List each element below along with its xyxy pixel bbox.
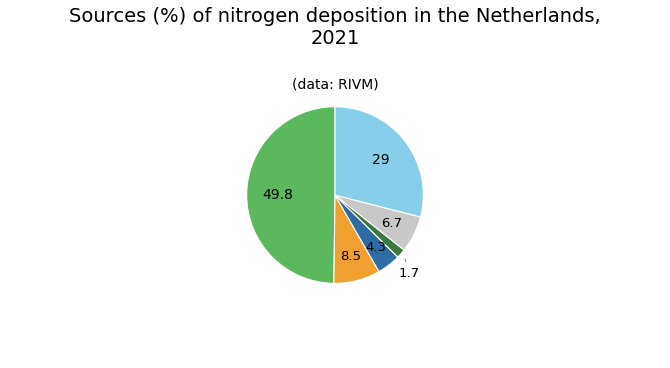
Text: 8.5: 8.5 <box>340 250 362 263</box>
Wedge shape <box>335 195 404 257</box>
Text: 6.7: 6.7 <box>381 217 403 230</box>
Text: 49.8: 49.8 <box>262 188 293 202</box>
Text: (data: RIVM): (data: RIVM) <box>291 77 379 91</box>
Text: Sources (%) of nitrogen deposition in the Netherlands,
2021: Sources (%) of nitrogen deposition in th… <box>69 7 601 48</box>
Wedge shape <box>335 195 398 272</box>
Wedge shape <box>247 107 335 283</box>
Text: 29: 29 <box>372 153 389 167</box>
Wedge shape <box>335 195 421 250</box>
Text: 1.7: 1.7 <box>399 259 419 280</box>
Wedge shape <box>335 107 423 217</box>
Wedge shape <box>334 195 379 283</box>
Text: 4.3: 4.3 <box>365 241 386 254</box>
